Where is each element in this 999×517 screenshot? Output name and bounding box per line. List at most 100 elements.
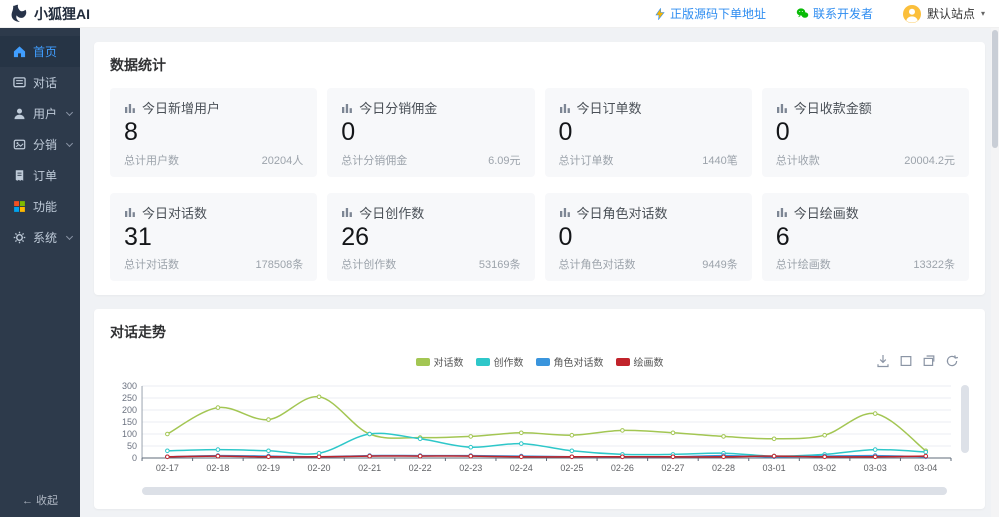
restore-icon[interactable]	[922, 354, 936, 368]
svg-text:50: 50	[127, 441, 137, 451]
home-icon	[13, 45, 26, 58]
sidebar-item-label: 系统	[33, 231, 58, 245]
stat-card-value: 31	[124, 222, 152, 251]
stat-card-value: 0	[558, 118, 573, 146]
legend-swatch	[415, 357, 430, 366]
legend-label: 角色对话数	[553, 358, 604, 369]
svg-text:100: 100	[122, 429, 137, 439]
stat-card-total-label: 总计对话数	[124, 259, 179, 271]
sidebar-item-features[interactable]: 功能	[0, 191, 80, 222]
header-link-source-order[interactable]: 正版源码下单地址	[654, 5, 766, 22]
svg-text:02-20: 02-20	[308, 463, 331, 473]
stat-card-total-value: 20004.2元	[904, 154, 955, 167]
gear-icon	[13, 231, 26, 244]
header-right: 正版源码下单地址 联系开发者 默认站点 ▾	[654, 4, 985, 23]
legend-swatch	[535, 357, 550, 366]
sidebar-item-distribution[interactable]: 分销	[0, 129, 80, 160]
stat-card-1: 今日分销佣金 0 总计分销佣金 6.09元	[327, 88, 535, 177]
sidebar-collapse-label: 收起	[36, 495, 59, 507]
stat-card-3: 今日收款金额 0 总计收款 20004.2元	[761, 88, 969, 177]
stat-card-total-value: 178508条	[255, 259, 304, 271]
chart-vertical-zoom-slider[interactable]	[961, 385, 969, 453]
svg-text:02-23: 02-23	[459, 463, 482, 473]
chat-trend-title: 对话走势	[110, 324, 166, 340]
site-selector[interactable]: 默认站点 ▾	[902, 4, 985, 23]
chevron-down-icon	[65, 232, 74, 241]
stat-card-5: 今日创作数 26 总计创作数 53169条	[327, 192, 535, 281]
stat-card-total-label: 总计收款	[775, 154, 820, 167]
sidebar-item-user[interactable]: 用户	[0, 98, 80, 129]
bar-chart-icon	[559, 206, 571, 218]
bar-chart-icon	[124, 206, 136, 218]
data-view-icon[interactable]	[899, 354, 913, 368]
logo-text: 小狐狸AI	[34, 5, 90, 22]
download-icon[interactable]	[876, 354, 890, 368]
sidebar-item-label: 对话	[33, 76, 58, 90]
scrollbar-thumb[interactable]	[992, 30, 998, 148]
chevron-down-icon	[65, 108, 74, 117]
header-link-contact-dev[interactable]: 联系开发者	[796, 5, 873, 22]
line-chart[interactable]: 0 50 100 150 200 250 300 02-17 02-18 02-19 02-20 02…	[110, 380, 956, 480]
svg-text:02-21: 02-21	[358, 463, 381, 473]
app-header: 小狐狸AI 正版源码下单地址 联系开发者 默认站点 ▾	[0, 0, 999, 28]
stat-card-2: 今日订单数 0 总计订单数 1440笔	[544, 88, 752, 177]
stat-card-0: 今日新增用户 8 总计用户数 20204人	[110, 88, 318, 177]
svg-text:200: 200	[122, 405, 137, 415]
fox-logo-icon	[10, 4, 29, 23]
stat-card-total-label: 总计角色对话数	[558, 259, 636, 271]
svg-text:02-24: 02-24	[510, 463, 533, 473]
legend-label: 绘画数	[633, 358, 664, 369]
bar-chart-icon	[341, 102, 353, 114]
svg-text:02-22: 02-22	[409, 463, 432, 473]
sidebar: 首页对话用户 分销 订单 功能系统 ← 收起	[0, 28, 80, 517]
svg-text:03-02: 03-02	[813, 463, 836, 473]
chart-toolbox	[876, 354, 959, 368]
grid-color-icon	[13, 200, 26, 213]
sidebar-menu: 首页对话用户 分销 订单 功能系统	[0, 28, 80, 253]
stat-card-total-label: 总计创作数	[341, 259, 397, 271]
sidebar-item-order[interactable]: 订单	[0, 160, 80, 191]
stat-card-title: 今日创作数	[359, 205, 425, 221]
stat-card-total-value: 13322条	[913, 259, 955, 271]
sidebar-item-chat[interactable]: 对话	[0, 67, 80, 98]
site-selector-label: 默认站点	[926, 7, 975, 21]
sidebar-item-system[interactable]: 系统	[0, 222, 80, 253]
bar-chart-icon	[124, 102, 136, 114]
sidebar-item-home[interactable]: 首页	[0, 36, 80, 67]
legend-item-2[interactable]: 角色对话数	[535, 354, 604, 369]
stat-card-4: 今日对话数 31 总计对话数 178508条	[110, 192, 318, 281]
sidebar-item-label: 首页	[33, 45, 58, 59]
stat-card-value: 26	[341, 222, 370, 251]
stat-card-title: 今日订单数	[576, 101, 642, 116]
stat-card-6: 今日角色对话数 0 总计角色对话数 9449条	[544, 192, 752, 281]
svg-text:0: 0	[132, 453, 137, 463]
stat-card-title: 今日角色对话数	[576, 205, 668, 221]
svg-text:02-19: 02-19	[257, 463, 280, 473]
refresh-icon[interactable]	[945, 354, 959, 368]
stat-card-total-label: 总计分销佣金	[341, 154, 408, 167]
header-link-label: 正版源码下单地址	[669, 7, 766, 21]
chart-header: 对话数 创作数 角色对话数 绘画数	[110, 354, 969, 372]
page-scrollbar[interactable]	[991, 28, 999, 517]
header-link-label: 联系开发者	[812, 7, 873, 21]
caret-down-icon: ▾	[980, 9, 985, 18]
stats-panel-title: 数据统计	[110, 57, 166, 73]
stats-panel: 数据统计 今日新增用户 8 总计用户数 20204人 今日分销佣金 0 总计分销佣金 6.09…	[94, 42, 985, 295]
legend-label: 对话数	[433, 358, 464, 369]
svg-text:250: 250	[122, 393, 137, 403]
bar-chart-icon	[559, 102, 571, 114]
chat-icon	[13, 76, 26, 89]
legend-item-3[interactable]: 绘画数	[615, 354, 664, 369]
legend-swatch	[615, 357, 630, 366]
sidebar-collapse-button[interactable]: ← 收起	[21, 495, 59, 507]
stat-card-total-label: 总计用户数	[124, 154, 179, 167]
bar-chart-icon	[776, 206, 788, 218]
chevron-down-icon	[65, 139, 74, 148]
stat-card-value: 0	[558, 222, 573, 251]
svg-text:02-27: 02-27	[661, 463, 684, 473]
chart-horizontal-zoom-slider[interactable]	[142, 487, 947, 495]
legend-swatch	[475, 357, 490, 366]
legend-item-0[interactable]: 对话数	[415, 354, 464, 369]
legend-item-1[interactable]: 创作数	[475, 354, 524, 369]
logo: 小狐狸AI	[10, 4, 90, 24]
